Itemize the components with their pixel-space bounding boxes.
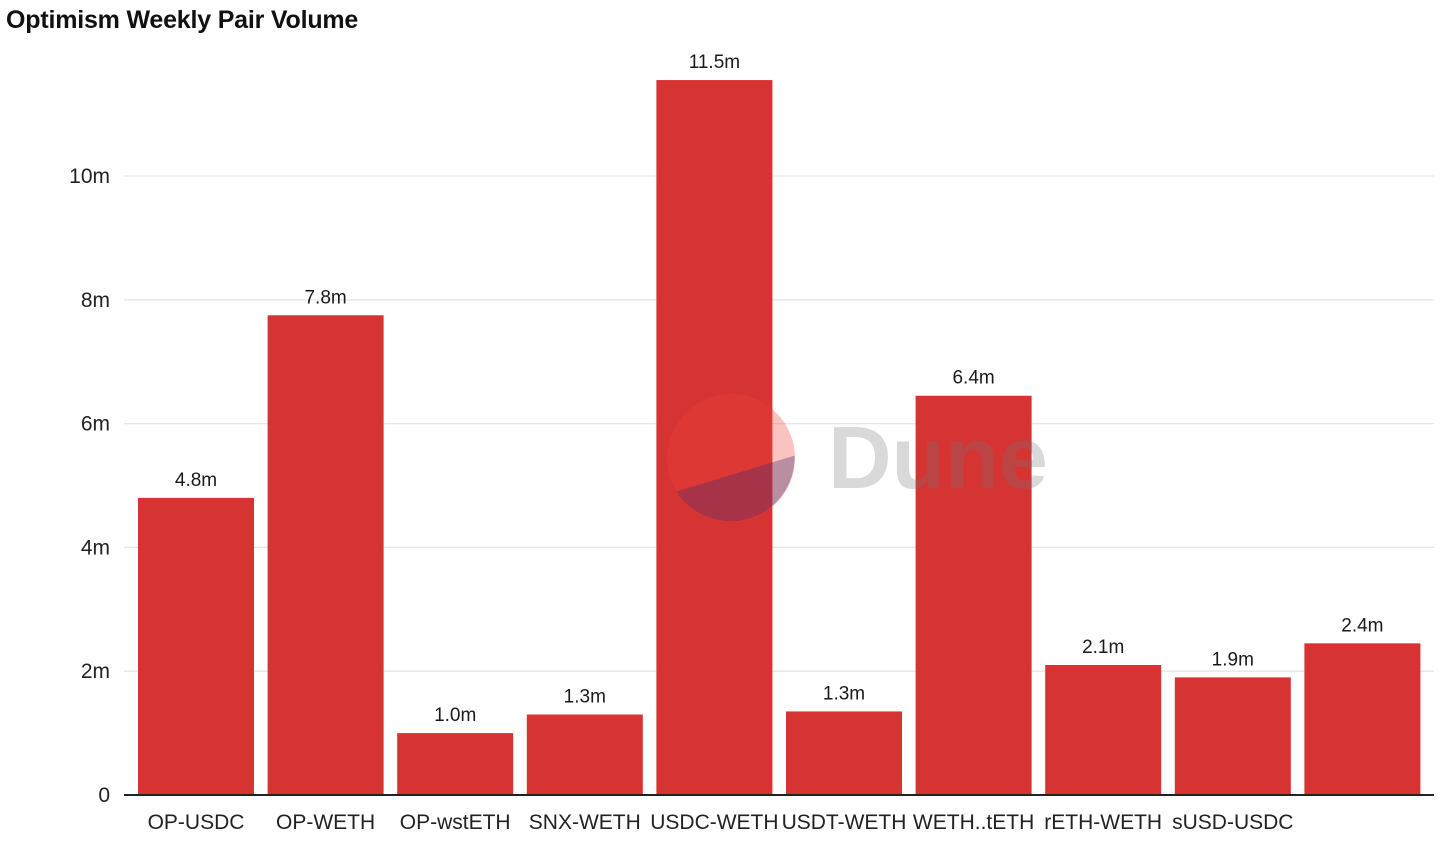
x-tick-label: sUSD-USDC [1172, 811, 1293, 834]
y-axis-ticks: 0 2m 4m 6m 8m 10m [69, 165, 110, 807]
bar-value-label: 1.3m [564, 687, 606, 708]
bar[interactable] [1304, 643, 1421, 795]
x-tick-label: USDT-WETH [782, 811, 907, 834]
x-tick-label: OP-USDC [148, 811, 245, 834]
value-labels: 4.8m 7.8m 1.0m 1.3m 11.5m 1.3m 6.4m 2.1m 1.9m 2.4… [175, 52, 1384, 726]
bar-value-label: 1.0m [434, 705, 476, 726]
bar-value-label: 11.5m [689, 52, 740, 73]
x-tick-label: WETH..tETH [913, 811, 1034, 834]
bar[interactable] [397, 733, 514, 795]
y-tick-label: 10m [69, 165, 110, 188]
dune-logo-slice [676, 455, 795, 522]
bar[interactable] [1045, 665, 1162, 795]
bar[interactable] [656, 80, 773, 796]
dune-logo-icon [667, 394, 795, 522]
y-tick-label: 6m [81, 413, 110, 436]
bar-value-label: 2.1m [1082, 637, 1124, 658]
y-tick-label: 8m [81, 289, 110, 312]
bar[interactable] [786, 711, 902, 795]
bars [138, 80, 1421, 796]
chart-title: Optimism Weekly Pair Volume [6, 6, 359, 34]
dune-watermark-text: Dune [828, 408, 1048, 507]
bar[interactable] [267, 315, 384, 795]
bar-value-label: 2.4m [1341, 615, 1383, 636]
y-tick-label: 2m [81, 660, 110, 683]
bar[interactable] [915, 395, 1032, 795]
bar-value-label: 4.8m [175, 470, 217, 491]
y-tick-label: 0 [98, 784, 110, 807]
bar[interactable] [526, 714, 643, 795]
x-tick-label: OP-WETH [276, 811, 375, 834]
x-tick-label: SNX-WETH [529, 811, 641, 834]
x-tick-label: USDC-WETH [650, 811, 778, 834]
bar-value-label: 7.8m [304, 287, 346, 308]
bar[interactable] [138, 497, 254, 795]
y-tick-label: 4m [81, 536, 110, 559]
x-tick-label: rETH-WETH [1044, 811, 1162, 834]
dune-watermark: Dune [667, 394, 1048, 522]
bar-value-label: 1.9m [1212, 649, 1254, 670]
bar[interactable] [1174, 677, 1291, 795]
x-tick-label: OP-wstETH [400, 811, 511, 834]
category-labels: OP-USDC OP-WETH OP-wstETH SNX-WETH USDC-WETH… [148, 811, 1294, 834]
bar-value-label: 6.4m [952, 368, 994, 389]
bar-value-label: 1.3m [823, 683, 865, 704]
